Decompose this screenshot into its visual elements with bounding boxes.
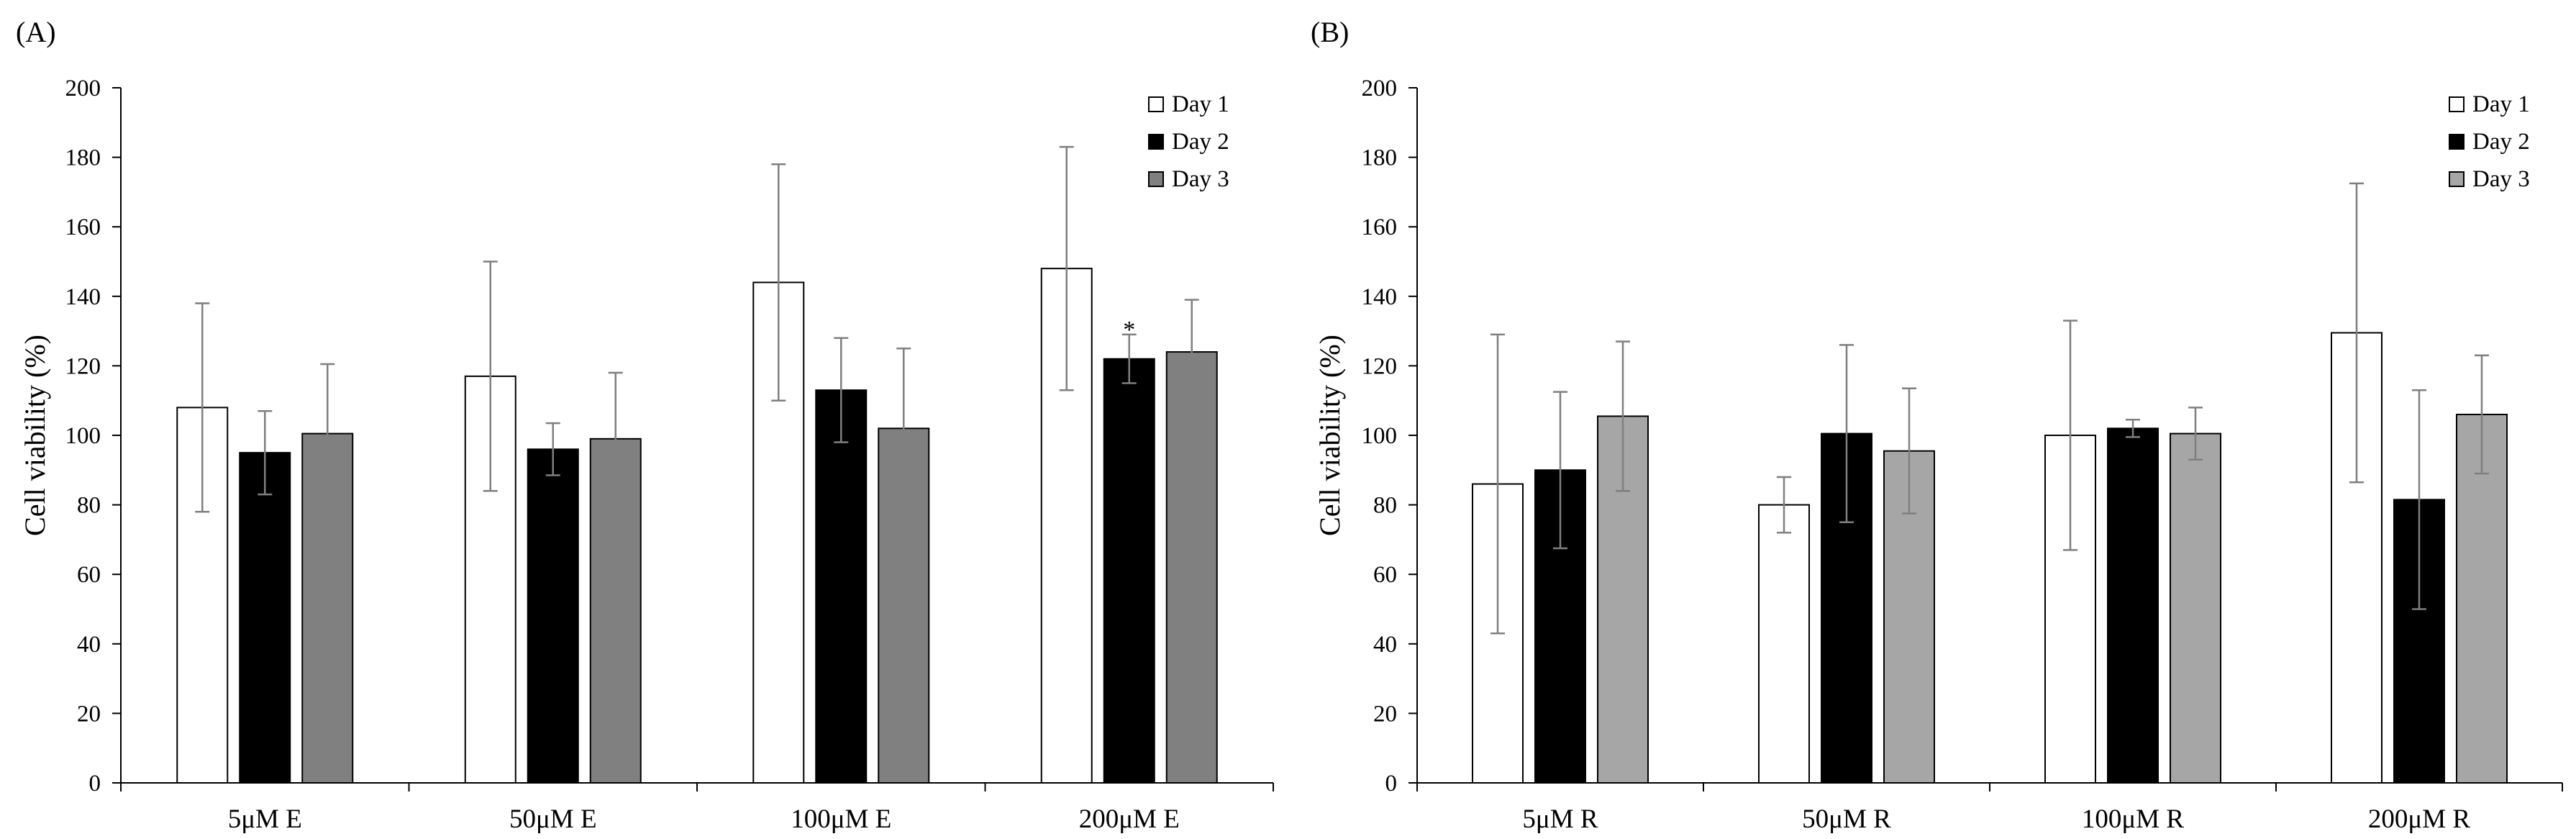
y-tick-label: 160 bbox=[65, 214, 101, 240]
y-tick-label: 80 bbox=[1373, 493, 1397, 519]
panel-label: (B) bbox=[1311, 16, 1349, 48]
panel-label: (A) bbox=[16, 16, 56, 48]
y-axis-title: Cell viability (%) bbox=[19, 335, 51, 536]
bar-day-2 bbox=[1103, 358, 1155, 784]
y-tick-label: 180 bbox=[65, 145, 101, 171]
y-tick-label: 160 bbox=[1362, 214, 1398, 240]
y-tick-label: 200 bbox=[1362, 76, 1398, 101]
x-category-label: 50μM R bbox=[1802, 804, 1891, 834]
bar-day-2 bbox=[527, 448, 579, 784]
y-tick-label: 120 bbox=[1362, 353, 1398, 379]
bar-day-3 bbox=[2170, 432, 2221, 784]
y-axis-title: Cell viability (%) bbox=[1314, 335, 1346, 536]
x-category-label: 50μM E bbox=[509, 804, 597, 834]
legend-swatch bbox=[1148, 96, 1164, 112]
y-tick-label: 180 bbox=[1362, 145, 1398, 171]
y-tick-label: 40 bbox=[1373, 632, 1397, 658]
x-category-label: 200μM R bbox=[2368, 804, 2470, 834]
legend-label: Day 2 bbox=[2472, 129, 2530, 155]
bar-day-1 bbox=[1758, 504, 1810, 784]
y-tick-label: 200 bbox=[65, 76, 101, 101]
significance-star: * bbox=[1123, 317, 1135, 343]
y-tick-label: 40 bbox=[77, 632, 101, 658]
legend-swatch bbox=[2449, 96, 2465, 112]
chart-panel-a: (A) Cell viability (%) 0 20 40 60 80 100 120 140 1… bbox=[16, 16, 1274, 834]
bar-day-2 bbox=[2107, 427, 2159, 784]
x-category-label: 5μM E bbox=[228, 804, 302, 834]
legend-swatch bbox=[2449, 134, 2465, 150]
legend-swatch bbox=[2449, 171, 2465, 187]
y-tick-label: 0 bbox=[1385, 771, 1398, 797]
bar-day-2 bbox=[239, 452, 291, 784]
y-tick-label: 60 bbox=[77, 562, 101, 588]
y-tick-label: 80 bbox=[77, 493, 101, 519]
y-tick-label: 20 bbox=[1373, 701, 1397, 727]
x-category-label: 5μM R bbox=[1522, 804, 1598, 834]
bar-day-3 bbox=[2456, 414, 2508, 784]
y-tick-label: 20 bbox=[77, 701, 101, 727]
legend-label: Day 1 bbox=[1172, 91, 1229, 117]
y-tick-label: 0 bbox=[89, 771, 101, 797]
y-tick-label: 120 bbox=[65, 353, 101, 379]
bar-day-2 bbox=[815, 389, 868, 784]
y-tick-label: 140 bbox=[1362, 284, 1398, 310]
y-tick-label: 140 bbox=[65, 284, 101, 310]
y-tick-label: 60 bbox=[1373, 562, 1397, 588]
y-tick-label: 100 bbox=[65, 423, 101, 449]
x-category-label: 100μM E bbox=[791, 804, 891, 834]
chart-panel-b: (B) Cell viability (%) 0 20 40 60 80 100 120 140 1… bbox=[1311, 16, 2563, 834]
legend: Day 1 Day 2 Day 3 bbox=[2449, 91, 2530, 192]
legend-swatch bbox=[1148, 134, 1164, 150]
legend-label: Day 1 bbox=[2472, 91, 2530, 117]
x-category-label: 100μM R bbox=[2082, 804, 2184, 834]
y-tick-label: 100 bbox=[1362, 423, 1398, 449]
x-category-label: 200μM E bbox=[1079, 804, 1180, 834]
legend: Day 1 Day 2 Day 3 bbox=[1148, 91, 1229, 192]
legend-swatch bbox=[1148, 171, 1164, 187]
legend-label: Day 3 bbox=[1172, 166, 1229, 192]
bar-day-3 bbox=[1165, 351, 1218, 784]
legend-label: Day 2 bbox=[1172, 129, 1229, 155]
legend-label: Day 3 bbox=[2472, 166, 2530, 192]
